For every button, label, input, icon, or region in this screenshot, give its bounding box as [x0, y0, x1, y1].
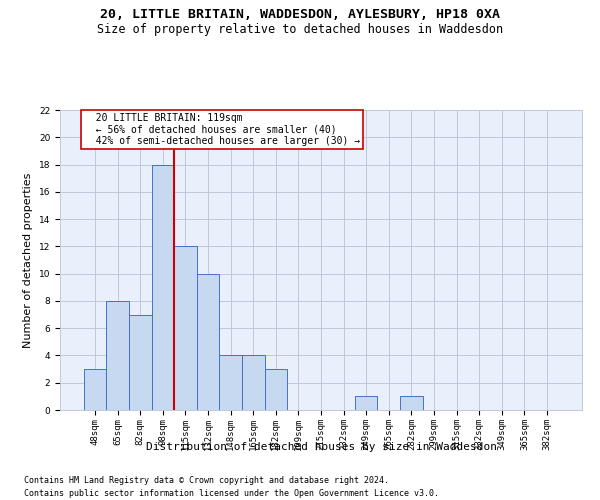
Text: Size of property relative to detached houses in Waddesdon: Size of property relative to detached ho… [97, 22, 503, 36]
Bar [84, 369, 106, 410]
Bar [220, 356, 242, 410]
Bar [355, 396, 377, 410]
Bar [197, 274, 220, 410]
Bar [174, 246, 197, 410]
Bar [265, 369, 287, 410]
Text: Distribution of detached houses by size in Waddesdon: Distribution of detached houses by size … [146, 442, 497, 452]
Text: Contains public sector information licensed under the Open Government Licence v3: Contains public sector information licen… [24, 489, 439, 498]
Bar [400, 396, 422, 410]
Bar [152, 164, 174, 410]
Text: Contains HM Land Registry data © Crown copyright and database right 2024.: Contains HM Land Registry data © Crown c… [24, 476, 389, 485]
Y-axis label: Number of detached properties: Number of detached properties [23, 172, 33, 348]
Bar [242, 356, 265, 410]
Bar [129, 314, 152, 410]
Text: 20 LITTLE BRITAIN: 119sqm
  ← 56% of detached houses are smaller (40)
  42% of s: 20 LITTLE BRITAIN: 119sqm ← 56% of detac… [84, 112, 361, 146]
Text: 20, LITTLE BRITAIN, WADDESDON, AYLESBURY, HP18 0XA: 20, LITTLE BRITAIN, WADDESDON, AYLESBURY… [100, 8, 500, 20]
Bar [106, 301, 129, 410]
